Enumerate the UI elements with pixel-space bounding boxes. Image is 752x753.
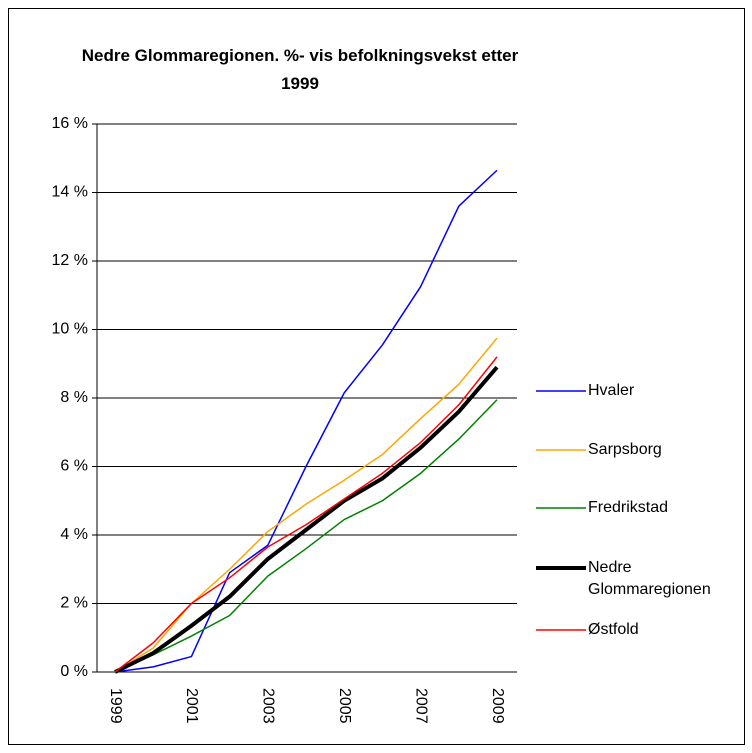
line-series [114,169,498,673]
line-series [114,356,498,673]
y-tick-label: 2 % [60,595,88,612]
y-tick-label: 12 % [52,252,88,269]
x-tick-label: 1999 [107,688,124,724]
y-tick-label: 16 % [52,115,88,132]
chart-title: Nedre Glommaregionen. %- vis befolknings… [81,46,519,93]
y-tick-label: 0 % [60,663,88,680]
legend-label: Nedre Glommaregionen [588,559,711,598]
line-series [114,337,498,673]
x-tick-label: 2003 [260,688,277,724]
line-series [114,365,499,674]
y-tick-label: 6 % [60,458,88,475]
legend-label: Sarpsborg [588,441,662,458]
legend-label: Østfold [588,621,639,638]
x-tick-label: 2007 [412,688,429,724]
chart-frame [8,8,745,745]
y-tick-label: 10 % [52,321,88,338]
x-tick-label: 2009 [489,688,506,724]
y-tick-label: 14 % [52,184,88,201]
x-tick-label: 2001 [183,688,200,724]
legend-label: Fredrikstad [588,499,669,516]
legend-label: Hvaler [588,382,635,399]
y-tick-label: 4 % [60,526,88,543]
x-tick-label: 2005 [336,688,353,724]
line-series [114,399,498,673]
y-tick-label: 8 % [60,389,88,406]
